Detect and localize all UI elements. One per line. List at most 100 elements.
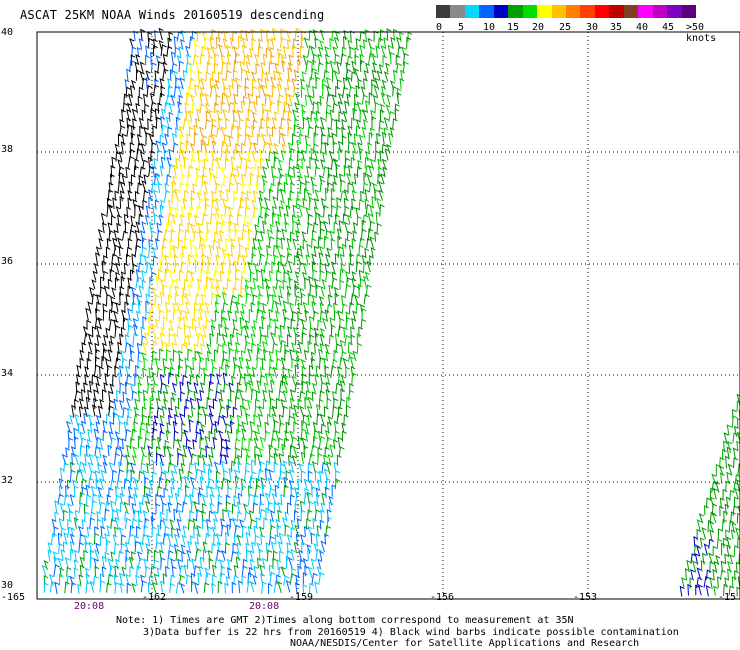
- wind-barb: [334, 333, 340, 347]
- wind-barb: [271, 261, 277, 273]
- wind-barb: [170, 558, 176, 569]
- wind-barb: [128, 358, 134, 370]
- wind-barb: [317, 479, 322, 490]
- wind-barb: [263, 517, 269, 530]
- wind-barb: [120, 275, 126, 289]
- wind-barb: [232, 196, 238, 209]
- wind-barb: [201, 454, 207, 465]
- wind-barb: [184, 229, 190, 241]
- wind-barb: [256, 133, 262, 145]
- wind-barb: [379, 109, 385, 121]
- wind-barb: [198, 229, 204, 241]
- wind-barb: [247, 572, 253, 585]
- wind-barb: [334, 430, 340, 441]
- wind-barb: [294, 524, 300, 537]
- wind-barb: [213, 510, 219, 522]
- wind-barbs-swath: [41, 27, 413, 595]
- wind-barb: [190, 94, 196, 105]
- wind-barb: [74, 549, 80, 562]
- wind-barb: [140, 269, 146, 282]
- wind-barb: [236, 534, 242, 546]
- wind-barb: [195, 420, 202, 434]
- wind-barb: [244, 341, 251, 354]
- wind-barb: [93, 558, 99, 569]
- wind-barb: [195, 431, 202, 442]
- wind-barb: [352, 230, 358, 242]
- wind-barb: [270, 37, 276, 49]
- wind-barb: [221, 460, 227, 473]
- wind-barb: [168, 284, 174, 298]
- wind-barb: [225, 188, 231, 202]
- wind-barb: [201, 405, 207, 419]
- wind-barb: [325, 389, 331, 401]
- wind-barb: [289, 231, 295, 243]
- wind-barb: [367, 212, 373, 225]
- wind-barb: [301, 71, 307, 82]
- wind-barb: [352, 222, 358, 233]
- wind-barb: [374, 188, 379, 201]
- wind-barb: [319, 550, 325, 561]
- wind-barb: [167, 462, 174, 473]
- wind-barb: [43, 575, 49, 586]
- wind-barb: [79, 491, 85, 505]
- wind-barb: [207, 350, 212, 362]
- wind-barb: [307, 566, 313, 578]
- wind-barb: [287, 368, 293, 379]
- wind-barb: [363, 293, 370, 305]
- wind-barb: [379, 204, 385, 217]
- wind-barb: [329, 444, 335, 457]
- wind-barb: [84, 374, 90, 385]
- wind-barb: [236, 213, 242, 225]
- wind-barb: [305, 180, 310, 193]
- wind-barb: [222, 317, 228, 329]
- wind-barb: [90, 485, 96, 497]
- wind-barb: [347, 132, 353, 145]
- wind-barb: [62, 541, 68, 553]
- wind-barb: [121, 438, 127, 449]
- wind-barb: [79, 556, 85, 569]
- wind-barb: [367, 228, 374, 241]
- legend-swatch: [681, 5, 697, 18]
- wind-barb: [271, 405, 277, 417]
- wind-barb: [145, 45, 151, 57]
- wind-barb: [206, 270, 211, 282]
- wind-barb: [325, 76, 331, 90]
- wind-barb: [250, 388, 257, 401]
- wind-barb: [717, 528, 723, 540]
- wind-barb: [272, 27, 277, 41]
- wind-barb: [324, 446, 330, 457]
- wind-barb: [263, 261, 270, 274]
- wind-barb: [173, 533, 179, 545]
- wind-barb: [115, 508, 121, 521]
- wind-barb: [346, 55, 353, 66]
- wind-barb: [137, 557, 145, 570]
- wind-barb: [110, 301, 117, 313]
- wind-barb: [337, 406, 343, 418]
- wind-barb: [338, 220, 344, 233]
- wind-barb: [312, 143, 319, 154]
- wind-barb: [259, 436, 265, 449]
- wind-barb: [172, 349, 178, 362]
- wind-barb: [116, 222, 122, 233]
- wind-barb: [324, 486, 330, 498]
- wind-barb: [344, 334, 351, 347]
- wind-barb: [51, 518, 57, 530]
- wind-barb: [150, 52, 155, 65]
- wind-barb: [245, 412, 251, 425]
- wind-barb: [147, 582, 153, 593]
- wind-barb: [71, 404, 77, 417]
- wind-barb: [311, 301, 317, 314]
- wind-barb: [83, 549, 89, 562]
- wind-barb: [348, 341, 354, 354]
- wind-barb: [299, 133, 304, 145]
- wind-barb: [150, 565, 157, 577]
- wind-barb: [303, 37, 309, 49]
- wind-barb: [308, 501, 315, 514]
- wind-barb: [729, 489, 735, 501]
- wind-barb: [85, 444, 91, 457]
- wind-barb: [723, 440, 728, 453]
- wind-barb: [277, 99, 282, 113]
- wind-barb: [212, 436, 218, 449]
- wind-barb: [363, 172, 369, 185]
- wind-barb: [285, 173, 291, 185]
